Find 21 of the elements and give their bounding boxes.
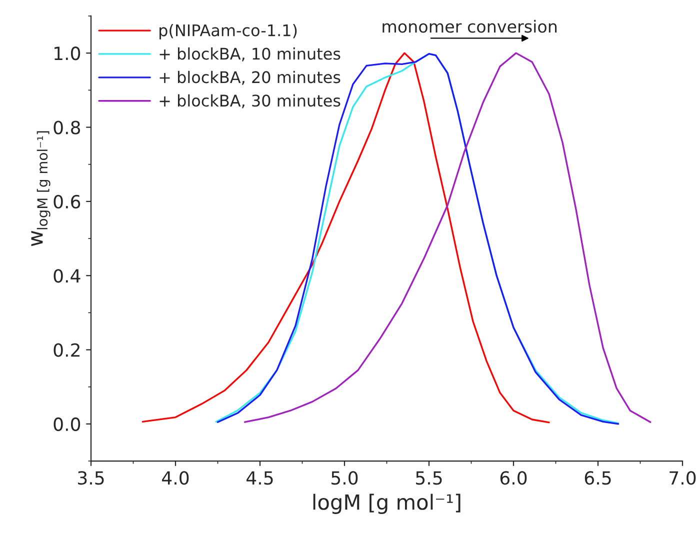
x-tick-label: 3.5 bbox=[78, 471, 104, 485]
y-tick-label: 0.6 bbox=[54, 194, 80, 209]
legend-label: + blockBA, 30 minutes bbox=[160, 94, 340, 108]
legend-label: + blockBA, 20 minutes bbox=[160, 70, 340, 85]
annotation: monomer conversion bbox=[382, 20, 557, 33]
y-tick-label: 0.2 bbox=[54, 343, 80, 357]
x-tick-label: 6.5 bbox=[584, 471, 611, 485]
x-axis-title: logM [g mol⁻¹] bbox=[313, 494, 460, 514]
x-tick-label: 5.0 bbox=[332, 471, 358, 485]
y-tick-label: 1.0 bbox=[54, 46, 80, 60]
x-tick-label: 6.0 bbox=[500, 471, 527, 485]
x-tick-label: 7.0 bbox=[670, 471, 696, 485]
x-tick-label: 4.5 bbox=[246, 471, 273, 485]
y-tick-label: 0.4 bbox=[54, 269, 80, 283]
y-tick-label: 0.0 bbox=[54, 417, 80, 432]
x-tick-label: 5.5 bbox=[416, 471, 442, 485]
x-tick-label: 4.0 bbox=[162, 471, 189, 485]
y-tick-label: 0.8 bbox=[54, 120, 80, 134]
y-axis-title: wlogM [g mol⁻¹] bbox=[31, 131, 50, 246]
legend-label: + blockBA, 10 minutes bbox=[160, 47, 340, 62]
legend-label: p(NIPAam-co-1.1) bbox=[160, 24, 297, 40]
